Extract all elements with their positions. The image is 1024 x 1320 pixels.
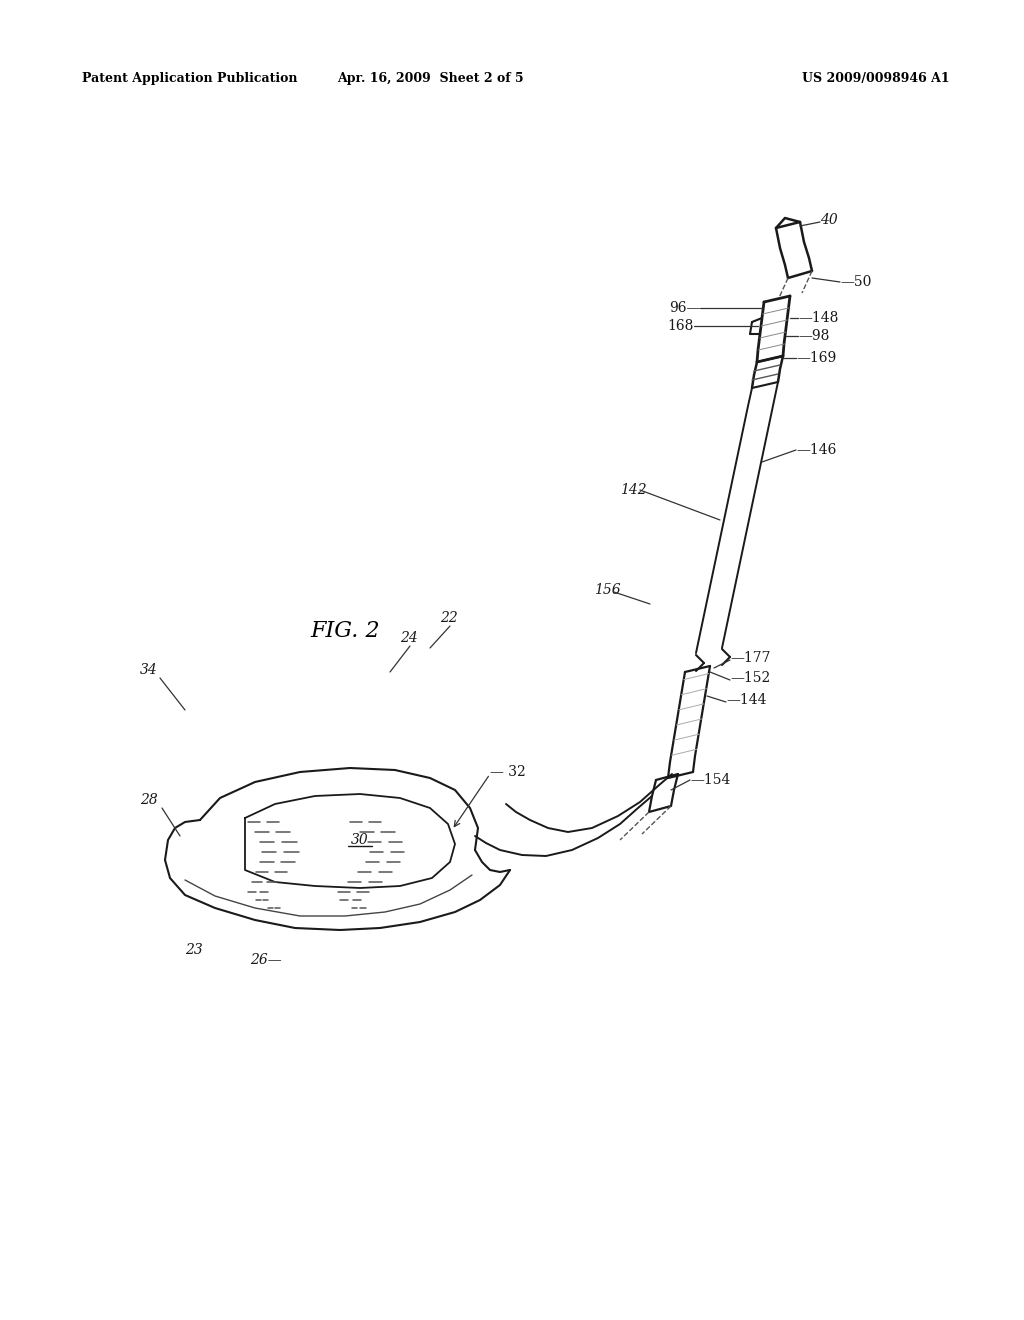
Text: FIG. 2: FIG. 2 — [310, 620, 380, 642]
Text: 156: 156 — [594, 583, 621, 597]
Text: 96—: 96— — [669, 301, 700, 315]
Text: —146: —146 — [796, 444, 837, 457]
Text: 34: 34 — [140, 663, 158, 677]
Text: 26—: 26— — [250, 953, 282, 968]
Text: 40: 40 — [820, 213, 838, 227]
Text: — 32: — 32 — [490, 766, 525, 779]
Text: —50: —50 — [840, 275, 871, 289]
Text: 28: 28 — [140, 793, 158, 807]
Text: 142: 142 — [620, 483, 646, 498]
Text: —154: —154 — [690, 774, 730, 787]
Text: —177: —177 — [730, 651, 770, 665]
Text: 30: 30 — [351, 833, 369, 847]
Text: 168: 168 — [668, 319, 694, 333]
Text: Patent Application Publication: Patent Application Publication — [82, 73, 298, 84]
Text: —152: —152 — [730, 671, 770, 685]
Text: —144: —144 — [726, 693, 767, 708]
Text: 22: 22 — [440, 611, 458, 624]
Text: —169: —169 — [796, 351, 837, 366]
Text: Apr. 16, 2009  Sheet 2 of 5: Apr. 16, 2009 Sheet 2 of 5 — [337, 73, 523, 84]
Text: 23: 23 — [185, 942, 203, 957]
Text: —148: —148 — [798, 312, 839, 325]
Text: US 2009/0098946 A1: US 2009/0098946 A1 — [803, 73, 950, 84]
Text: —98: —98 — [798, 329, 829, 343]
Text: 24: 24 — [400, 631, 418, 645]
